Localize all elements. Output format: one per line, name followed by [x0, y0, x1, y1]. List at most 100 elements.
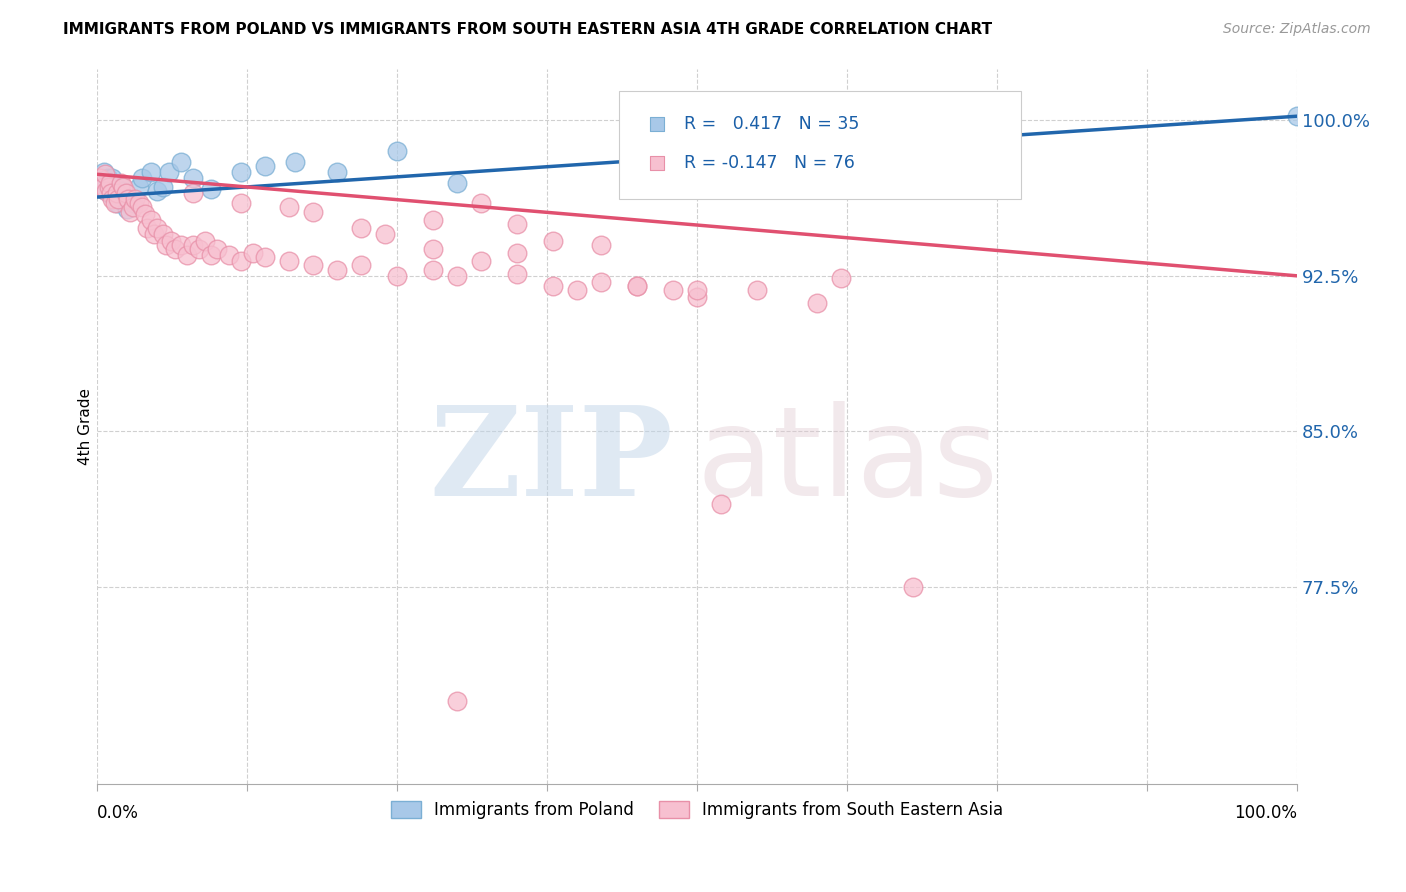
Point [506, 246, 529, 260]
Point [124, 192, 146, 206]
Point [350, 221, 373, 235]
Point [686, 289, 709, 303]
Point [1286, 109, 1309, 123]
Point [422, 212, 444, 227]
Point [98, 176, 121, 190]
Text: 0.0%: 0.0% [97, 805, 139, 822]
Point [152, 179, 174, 194]
Point [120, 204, 142, 219]
Point [105, 196, 128, 211]
Point [187, 242, 209, 256]
Point [385, 145, 408, 159]
Point [200, 248, 222, 262]
Point [110, 179, 132, 194]
Point [97, 171, 120, 186]
Point [446, 268, 468, 283]
Point [565, 283, 588, 297]
Point [104, 196, 127, 211]
Point [139, 212, 162, 227]
Point [114, 186, 136, 200]
Point [160, 234, 183, 248]
Point [626, 279, 648, 293]
Point [277, 201, 299, 215]
Point [101, 192, 124, 206]
Point [176, 248, 198, 262]
Text: R =   0.417   N = 35: R = 0.417 N = 35 [683, 114, 859, 133]
Point [155, 237, 177, 252]
Point [385, 268, 408, 283]
Text: 100.0%: 100.0% [1234, 805, 1298, 822]
Point [136, 221, 159, 235]
Point [107, 192, 129, 206]
Point [128, 196, 150, 211]
Point [134, 207, 156, 221]
Legend: Immigrants from Poland, Immigrants from South Eastern Asia: Immigrants from Poland, Immigrants from … [384, 794, 1010, 825]
Point [589, 237, 612, 252]
Point [422, 242, 444, 256]
Point [181, 186, 204, 200]
Point [830, 271, 852, 285]
Point [97, 186, 120, 200]
Y-axis label: 4th Grade: 4th Grade [79, 388, 93, 465]
Point [302, 259, 325, 273]
Point [205, 242, 228, 256]
Point [200, 182, 222, 196]
Point [93, 165, 115, 179]
Point [446, 176, 468, 190]
Point [470, 196, 492, 211]
Text: R = -0.147   N = 76: R = -0.147 N = 76 [683, 154, 855, 172]
Point [96, 184, 118, 198]
Point [326, 165, 349, 179]
Point [157, 165, 180, 179]
Point [105, 186, 128, 200]
Point [170, 154, 193, 169]
Text: Source: ZipAtlas.com: Source: ZipAtlas.com [1223, 22, 1371, 37]
Point [163, 242, 186, 256]
Point [143, 227, 166, 242]
Point [89, 171, 111, 186]
Point [374, 227, 396, 242]
Point [446, 694, 468, 708]
Point [100, 186, 122, 200]
Point [105, 179, 128, 194]
Point [253, 250, 276, 264]
Point [470, 254, 492, 268]
Point [626, 279, 648, 293]
Point [541, 234, 564, 248]
Point [302, 204, 325, 219]
Point [122, 201, 145, 215]
Point [326, 262, 349, 277]
Point [350, 259, 373, 273]
Point [91, 179, 114, 194]
Point [96, 179, 118, 194]
Point [253, 159, 276, 173]
Point [181, 171, 204, 186]
Point [806, 295, 828, 310]
Point [128, 179, 150, 194]
Point [229, 196, 252, 211]
Point [112, 179, 135, 194]
Point [229, 254, 252, 268]
Point [506, 267, 529, 281]
Point [120, 192, 142, 206]
Point [115, 202, 138, 217]
Point [218, 248, 240, 262]
Point [112, 184, 135, 198]
Point [117, 192, 139, 206]
Point [284, 154, 307, 169]
Point [950, 124, 973, 138]
Point [100, 179, 122, 194]
Point [101, 171, 124, 186]
Point [589, 275, 612, 289]
Point [152, 227, 174, 242]
Point [242, 246, 264, 260]
Point [131, 201, 153, 215]
Point [662, 283, 685, 297]
Point [108, 190, 131, 204]
Point [541, 279, 564, 293]
Point [110, 176, 132, 190]
Point [745, 134, 768, 148]
Point [506, 217, 529, 231]
Text: IMMIGRANTS FROM POLAND VS IMMIGRANTS FROM SOUTH EASTERN ASIA 4TH GRADE CORRELATI: IMMIGRANTS FROM POLAND VS IMMIGRANTS FRO… [63, 22, 993, 37]
Point [131, 171, 153, 186]
